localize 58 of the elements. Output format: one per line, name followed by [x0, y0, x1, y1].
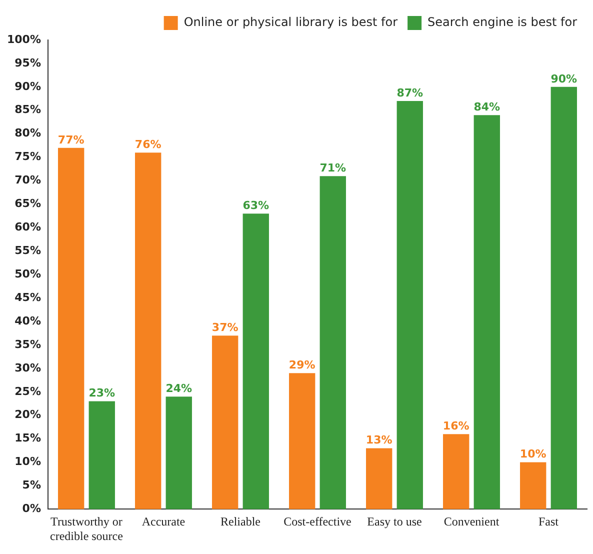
data-label: 13% [366, 434, 392, 447]
data-label: 71% [320, 161, 346, 174]
y-tick-label: 50% [14, 267, 41, 280]
x-tick-label: Convenient [444, 514, 500, 529]
x-tick-label: Cost-effective [284, 514, 352, 529]
legend-label: Online or physical library is best for [184, 15, 398, 30]
x-tick-label: Reliable [220, 514, 260, 529]
y-tick-label: 35% [14, 338, 41, 351]
y-tick-label: 15% [14, 432, 41, 445]
y-tick-label: 40% [14, 314, 41, 328]
bar [443, 434, 470, 510]
y-tick-label: 95% [14, 56, 41, 70]
x-tick-label: Fast [538, 514, 560, 529]
y-tick-label: 45% [14, 290, 41, 304]
data-label: 87% [396, 86, 424, 100]
x-tick-label: Accurate [142, 514, 186, 529]
bar [289, 373, 316, 510]
bar [396, 100, 423, 510]
x-tick-label: Trustworthy or credible source [50, 514, 123, 543]
bar [550, 86, 577, 510]
bar [474, 115, 500, 510]
y-tick-label: 75% [14, 150, 41, 164]
data-label: 37% [212, 320, 238, 334]
y-tick-label: 5% [22, 478, 41, 492]
y-tick-label: 30% [14, 361, 41, 374]
bar [242, 214, 269, 510]
x-tick-label: Easy to use [367, 514, 422, 529]
data-label: 10% [520, 448, 546, 461]
bar [88, 401, 115, 510]
bar [58, 148, 84, 510]
y-tick-label: 20% [14, 408, 41, 422]
data-label: 16% [442, 419, 470, 432]
y-tick-label: 55% [14, 244, 41, 257]
y-tick-label: 25% [14, 384, 41, 398]
y-tick-label: 70% [14, 174, 41, 187]
y-tick-label: 80% [14, 126, 41, 140]
data-label: 76% [134, 138, 162, 151]
bar [520, 462, 546, 510]
data-label: 29% [288, 358, 316, 372]
bar [134, 152, 162, 510]
y-tick-label: 10% [14, 455, 41, 468]
y-tick-label: 0% [22, 502, 41, 516]
y-tick-label: 90% [14, 80, 41, 93]
legend-label: Search engine is best for [428, 15, 578, 30]
data-label: 84% [474, 100, 500, 114]
y-tick-label: 65% [14, 197, 41, 210]
data-label: 77% [58, 133, 84, 146]
bar [212, 336, 238, 510]
y-tick-label: 85% [14, 103, 41, 116]
data-label: 63% [242, 198, 270, 212]
data-label: 24% [166, 382, 192, 395]
bar [320, 176, 346, 510]
y-tick-label: 60% [14, 220, 41, 234]
data-label: 23% [88, 386, 116, 400]
data-label: 90% [550, 72, 578, 86]
bar [166, 396, 192, 510]
bar [366, 448, 392, 510]
y-tick-label: 100% [7, 32, 41, 46]
